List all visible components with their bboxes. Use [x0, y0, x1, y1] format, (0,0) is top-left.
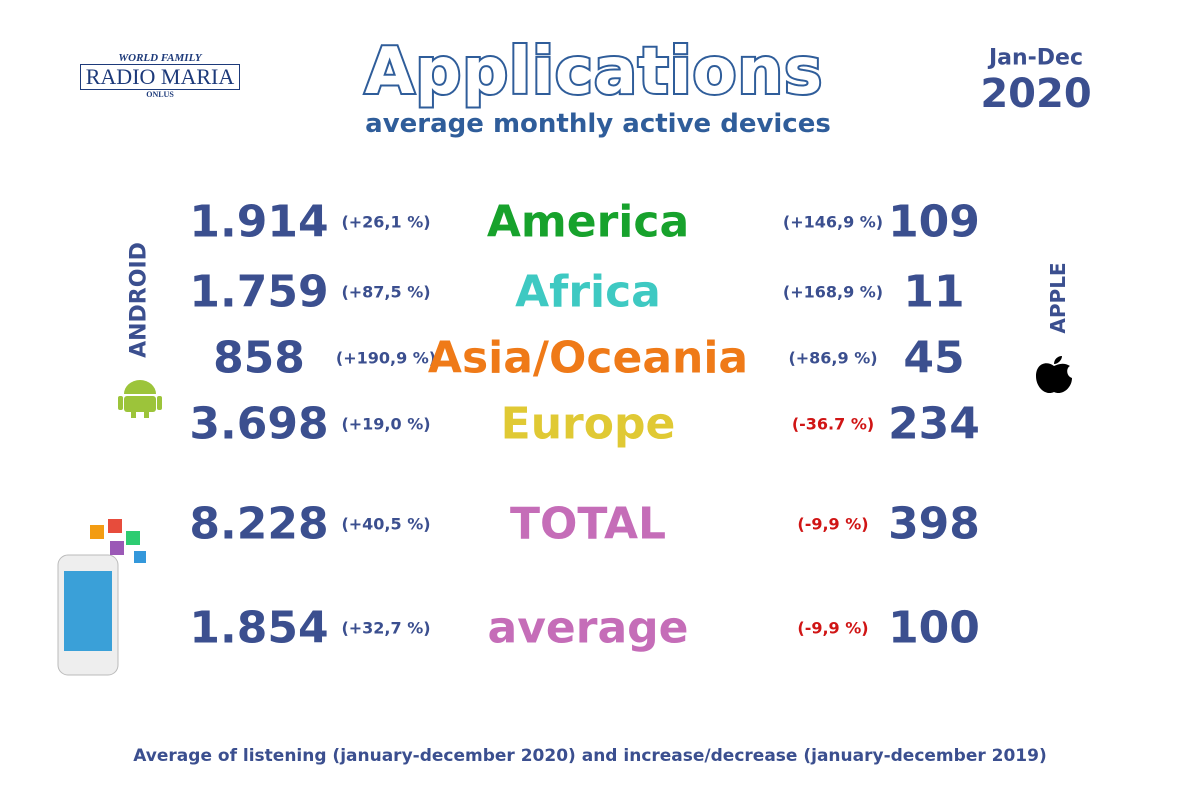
region: Europe [500, 398, 676, 450]
android-value: 1.914 [189, 196, 329, 248]
year: 2020 [980, 71, 1092, 117]
title: Applications [363, 33, 824, 111]
region: Asia/Oceania [427, 332, 749, 384]
android-change: (+32,7 %) [341, 618, 431, 638]
android-change: (+87,5 %) [341, 282, 431, 302]
phone-icon [57, 519, 146, 676]
logo-top: WORLD FAMILY [118, 52, 202, 64]
android-value: 8.228 [189, 498, 329, 550]
android-change: (+19,0 %) [341, 414, 431, 434]
apple-label: APPLE [1046, 262, 1070, 334]
android-value: 1.854 [189, 602, 329, 654]
android-label: ANDROID [126, 242, 152, 358]
region: Africa [515, 266, 661, 318]
region: average [487, 602, 689, 654]
apple-value: 11 [903, 266, 965, 318]
apple-change: (-9,9 %) [797, 618, 869, 638]
apple-value: 234 [888, 398, 980, 450]
region: TOTAL [509, 498, 667, 550]
android-icon [118, 380, 162, 418]
android-change: (+40,5 %) [341, 514, 431, 534]
apple-value: 398 [888, 498, 980, 550]
apple-change: (+168,9 %) [782, 282, 884, 302]
footer: Average of listening (january-december 2… [133, 746, 1047, 766]
apple-change: (-36.7 %) [791, 414, 875, 434]
android-change: (+26,1 %) [341, 212, 431, 232]
android-value: 3.698 [189, 398, 329, 450]
apple-value: 45 [903, 332, 965, 384]
apple-change: (-9,9 %) [797, 514, 869, 534]
apple-value: 100 [888, 602, 980, 654]
region: America [486, 196, 690, 248]
apple-icon [1036, 356, 1072, 394]
logo-bottom: ONLUS [146, 90, 174, 99]
logo: WORLD FAMILY RADIO MARIA ONLUS [80, 52, 240, 104]
subtitle: average monthly active devices [365, 109, 831, 139]
apple-change: (+146,9 %) [782, 212, 884, 232]
android-value: 858 [213, 332, 305, 384]
apple-change: (+86,9 %) [788, 348, 878, 368]
period: Jan-Dec [988, 45, 1084, 71]
apple-value: 109 [888, 196, 980, 248]
android-value: 1.759 [189, 266, 329, 318]
logo-main: RADIO MARIA [80, 64, 240, 90]
android-change: (+190,9 %) [335, 348, 437, 368]
